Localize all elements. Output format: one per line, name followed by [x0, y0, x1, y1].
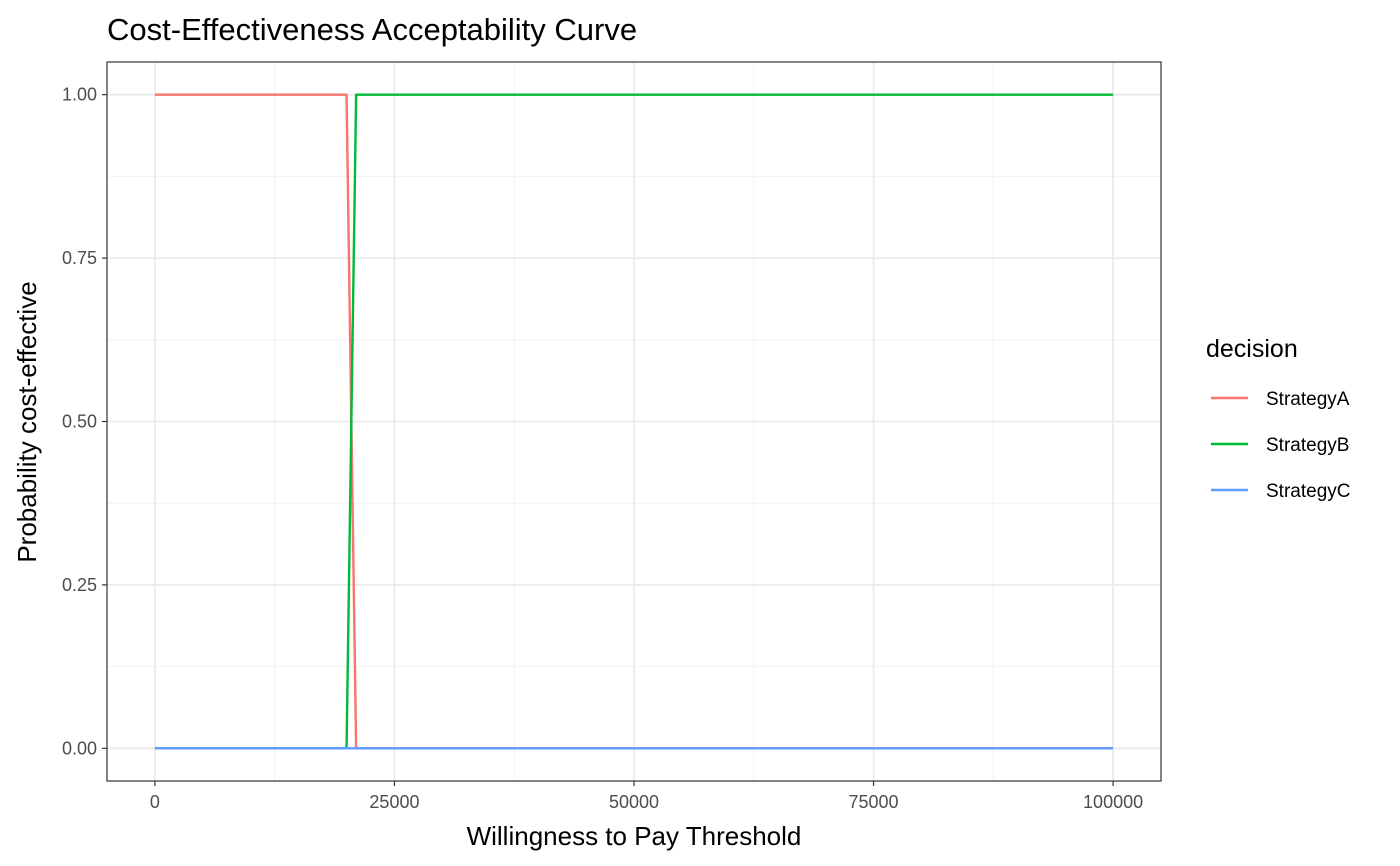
legend-label-StrategyA: StrategyA [1266, 389, 1350, 410]
x-tick-label: 50000 [609, 792, 659, 812]
y-axis: 0.00 0.25 0.50 0.75 1.00 [62, 85, 107, 758]
y-tick-label: 0.50 [62, 412, 97, 432]
y-tick-label: 1.00 [62, 85, 97, 105]
legend-title: decision [1206, 335, 1298, 363]
grid [107, 62, 1161, 781]
x-tick-label: 100000 [1083, 792, 1143, 812]
x-tick-label: 0 [150, 792, 160, 812]
legend-label-StrategyB: StrategyB [1266, 435, 1349, 456]
y-axis-title: Probability cost-effective [12, 281, 42, 562]
chart-title: Cost-Effectiveness Acceptability Curve [107, 12, 637, 47]
plot-series [154, 93, 1114, 750]
legend-items: StrategyA StrategyB StrategyC [1211, 389, 1350, 502]
y-tick-label: 0.25 [62, 575, 97, 595]
y-tick-label: 0.75 [62, 248, 97, 268]
y-tick-label: 0.00 [62, 738, 97, 758]
legend-label-StrategyC: StrategyC [1266, 481, 1350, 502]
legend: decision StrategyA StrategyB StrategyC [1206, 335, 1350, 502]
x-axis-title: Willingness to Pay Threshold [467, 821, 802, 851]
x-axis: 0 25000 50000 75000 100000 [150, 781, 1143, 812]
x-tick-label: 25000 [369, 792, 419, 812]
x-tick-label: 75000 [849, 792, 899, 812]
